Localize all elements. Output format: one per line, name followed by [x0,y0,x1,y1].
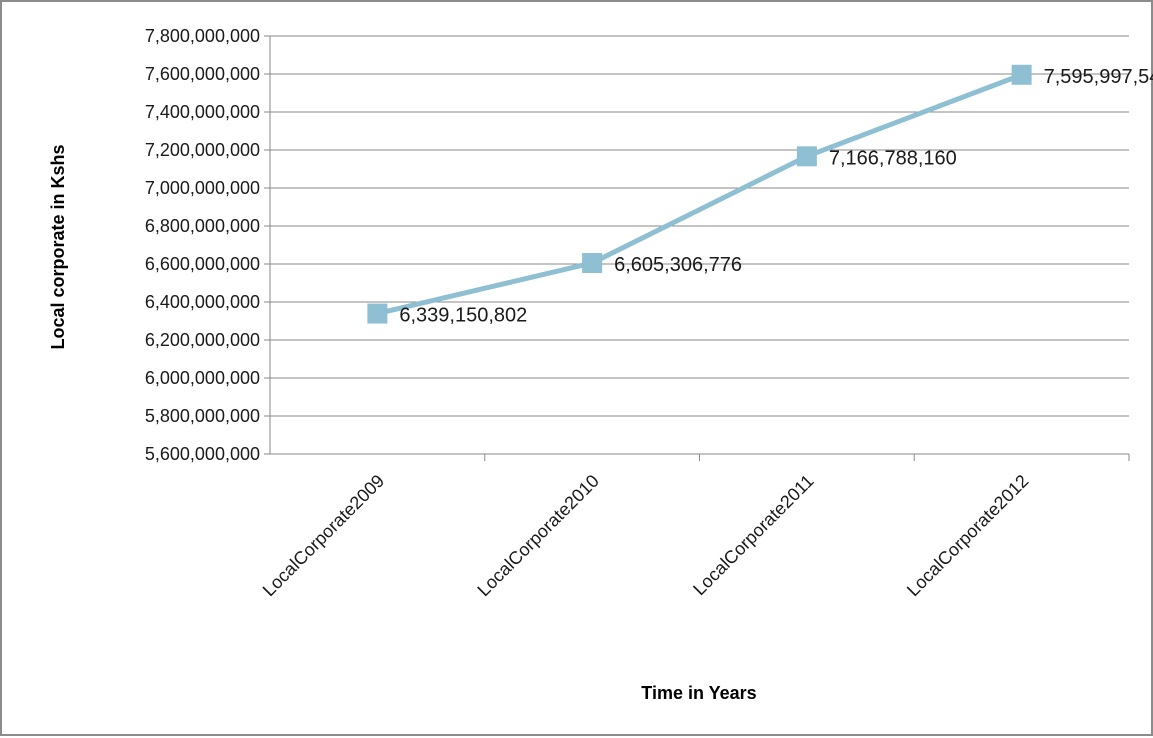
data-point-marker [582,252,603,273]
y-tick-label: 7,800,000,000 [145,26,260,46]
data-labels: 6,339,150,802 6,605,306,776 7,166,788,160 7… [399,66,1153,327]
y-tick-label: 5,600,000,000 [145,444,260,464]
y-tick-label: 7,000,000,000 [145,178,260,198]
x-tick-label: LocalCorporate2009 [259,471,388,600]
y-tick-label: 6,800,000,000 [145,216,260,236]
y-tick-label: 7,400,000,000 [145,102,260,122]
gridlines [270,35,1129,417]
y-tick-label: 7,200,000,000 [145,140,260,160]
data-point-marker [367,303,388,324]
y-tick-label: 6,200,000,000 [145,330,260,350]
data-point-marker [1011,64,1032,85]
data-label: 6,339,150,802 [399,305,527,327]
x-tick-label: LocalCorporate2010 [473,471,602,600]
data-label: 6,605,306,776 [614,254,742,276]
y-tick-label: 6,400,000,000 [145,292,260,312]
x-axis-title: Time in Years [641,683,756,703]
y-tick-label: 6,000,000,000 [145,368,260,388]
axes [264,35,1130,461]
y-tick-label: 7,600,000,000 [145,64,260,84]
x-tick-labels: LocalCorporate2009 LocalCorporate2010 Loca… [259,471,1033,600]
y-tick-label: 6,600,000,000 [145,254,260,274]
data-label: 7,595,997,548 [1044,66,1153,88]
x-tick-label: LocalCorporate2011 [689,471,818,600]
y-axis-title: Local corporate in Kshs [48,144,68,349]
series-line [374,72,1025,317]
y-tick-label: 5,800,000,000 [145,406,260,426]
series-line-group [367,64,1032,324]
data-label: 7,166,788,160 [829,147,957,169]
y-tick-labels: 5,600,000,000 5,800,000,000 6,000,000,000 6… [145,26,260,464]
x-tick-label: LocalCorporate2012 [903,471,1032,600]
data-point-marker [796,146,817,167]
